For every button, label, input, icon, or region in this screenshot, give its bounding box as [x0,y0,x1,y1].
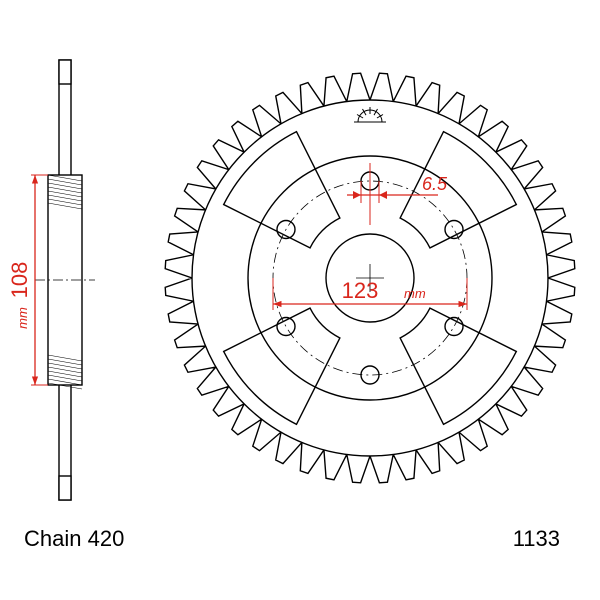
svg-text:123: 123 [342,278,379,303]
svg-text:mm: mm [404,286,426,301]
svg-text:6.5: 6.5 [422,174,448,194]
sprocket-drawing: 108 mm 123 mm 6.5 [0,0,600,600]
chain-label: Chain 420 [24,526,124,552]
svg-text:mm: mm [15,307,30,329]
part-number-label: 1133 [513,526,560,552]
svg-text:108: 108 [7,262,32,299]
